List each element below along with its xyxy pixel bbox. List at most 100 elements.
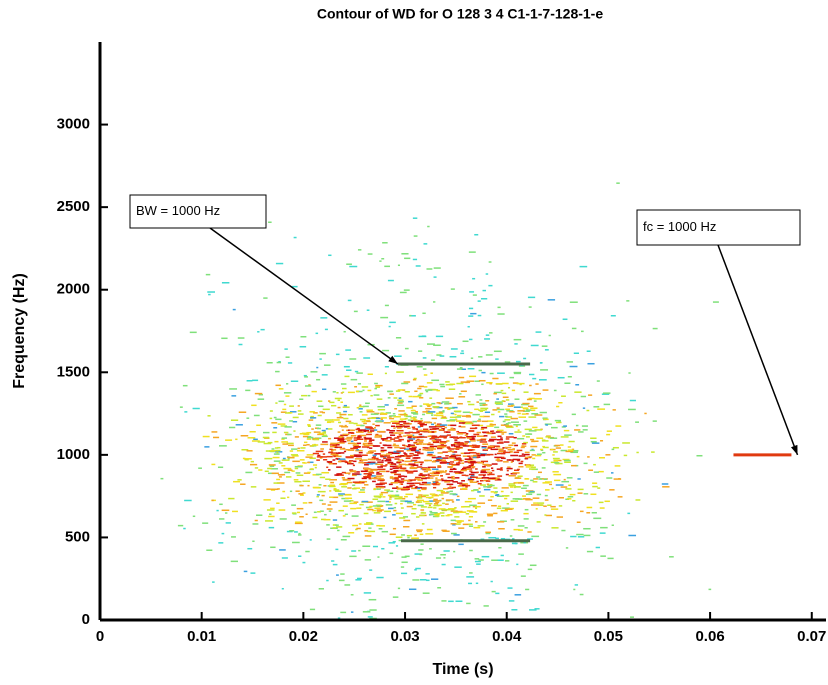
- contour-speckle: [550, 448, 554, 451]
- contour-speckle: [303, 472, 311, 474]
- contour-speckle: [532, 377, 537, 380]
- contour-speckle: [372, 445, 379, 447]
- contour-speckle: [481, 420, 488, 423]
- contour-speckle: [506, 459, 511, 461]
- contour-speckle: [225, 439, 233, 441]
- contour-speckle: [435, 457, 443, 460]
- contour-speckle: [283, 392, 292, 394]
- contour-speckle: [531, 504, 539, 506]
- contour-speckle: [456, 499, 460, 501]
- contour-speckle: [450, 436, 459, 438]
- contour-speckle: [466, 433, 469, 435]
- contour-speckle: [455, 458, 462, 460]
- contour-speckle: [612, 446, 619, 449]
- contour-speckle: [576, 455, 580, 458]
- contour-speckle: [460, 381, 468, 383]
- contour-speckle: [471, 511, 478, 513]
- contour-speckle: [372, 456, 376, 458]
- contour-speckle: [211, 499, 214, 502]
- contour-speckle: [466, 602, 471, 605]
- contour-speckle: [469, 291, 475, 293]
- contour-speckle: [303, 374, 307, 377]
- contour-speckle: [508, 432, 514, 435]
- contour-speckle: [521, 445, 527, 447]
- contour-speckle: [448, 407, 454, 409]
- contour-speckle: [367, 508, 374, 511]
- contour-speckle: [350, 594, 354, 596]
- contour-speckle: [273, 427, 278, 429]
- contour-speckle: [542, 451, 546, 454]
- contour-speckle: [308, 419, 314, 421]
- contour-speckle: [454, 472, 462, 475]
- contour-speckle: [281, 441, 288, 443]
- contour-speckle: [390, 490, 394, 493]
- contour-speckle: [406, 445, 411, 448]
- contour-speckle: [561, 395, 566, 397]
- contour-speckle: [403, 448, 411, 450]
- contour-speckle: [577, 478, 581, 480]
- contour-speckle: [410, 412, 417, 414]
- contour-speckle: [599, 532, 606, 534]
- contour-speckle: [528, 468, 536, 470]
- contour-speckle: [468, 445, 474, 447]
- contour-speckle: [433, 494, 438, 496]
- contour-speckle: [271, 448, 275, 450]
- contour-speckle: [396, 429, 404, 432]
- annotation-arrow: [209, 227, 399, 365]
- contour-speckle: [427, 451, 434, 454]
- contour-speckle: [377, 430, 385, 433]
- contour-speckle: [524, 451, 530, 454]
- contour-speckle: [495, 537, 499, 540]
- contour-speckle: [367, 417, 371, 420]
- contour-speckle: [387, 390, 392, 393]
- contour-speckle: [636, 451, 639, 454]
- contour-speckle: [455, 600, 463, 603]
- contour-speckle: [486, 513, 494, 516]
- contour-speckle: [309, 411, 315, 413]
- contour-speckle: [330, 462, 337, 465]
- contour-speckle: [394, 481, 397, 483]
- contour-speckle: [429, 438, 436, 440]
- contour-speckle: [481, 371, 486, 374]
- contour-speckle: [440, 478, 444, 480]
- contour-speckle: [496, 407, 500, 409]
- contour-speckle: [501, 392, 507, 395]
- contour-speckle: [391, 452, 400, 455]
- contour-speckle: [575, 424, 579, 427]
- contour-speckle: [475, 582, 479, 585]
- contour-speckle: [417, 420, 424, 422]
- contour-speckle: [466, 466, 472, 468]
- contour-speckle: [361, 386, 369, 388]
- contour-speckle: [388, 416, 392, 418]
- contour-speckle: [237, 337, 245, 339]
- contour-speckle: [463, 469, 467, 472]
- contour-speckle: [442, 451, 448, 453]
- contour-speckle: [498, 450, 504, 453]
- contour-speckle: [526, 398, 532, 401]
- contour-speckle: [442, 445, 447, 448]
- contour-speckle: [315, 450, 324, 453]
- contour-speckle: [518, 462, 523, 465]
- contour-speckle: [407, 427, 411, 429]
- contour-speckle: [441, 497, 445, 500]
- contour-speckle: [480, 428, 485, 430]
- contour-speckle: [508, 484, 516, 487]
- contour-speckle: [517, 412, 521, 415]
- contour-speckle: [381, 447, 385, 449]
- contour-speckle: [326, 508, 333, 510]
- contour-speckle: [281, 557, 288, 559]
- contour-speckle: [402, 444, 406, 447]
- contour-speckle: [299, 459, 305, 461]
- contour-speckle: [511, 538, 515, 540]
- contour-speckle: [525, 413, 529, 415]
- contour-speckle: [405, 415, 412, 418]
- contour-speckle: [212, 581, 215, 583]
- contour-speckle: [452, 453, 456, 456]
- contour-speckle: [384, 489, 390, 491]
- contour-speckle: [160, 477, 164, 480]
- contour-speckle: [429, 428, 433, 431]
- contour-speckle: [257, 441, 265, 443]
- contour-speckle: [439, 471, 443, 474]
- contour-speckle: [376, 486, 379, 489]
- contour-speckle: [496, 468, 503, 470]
